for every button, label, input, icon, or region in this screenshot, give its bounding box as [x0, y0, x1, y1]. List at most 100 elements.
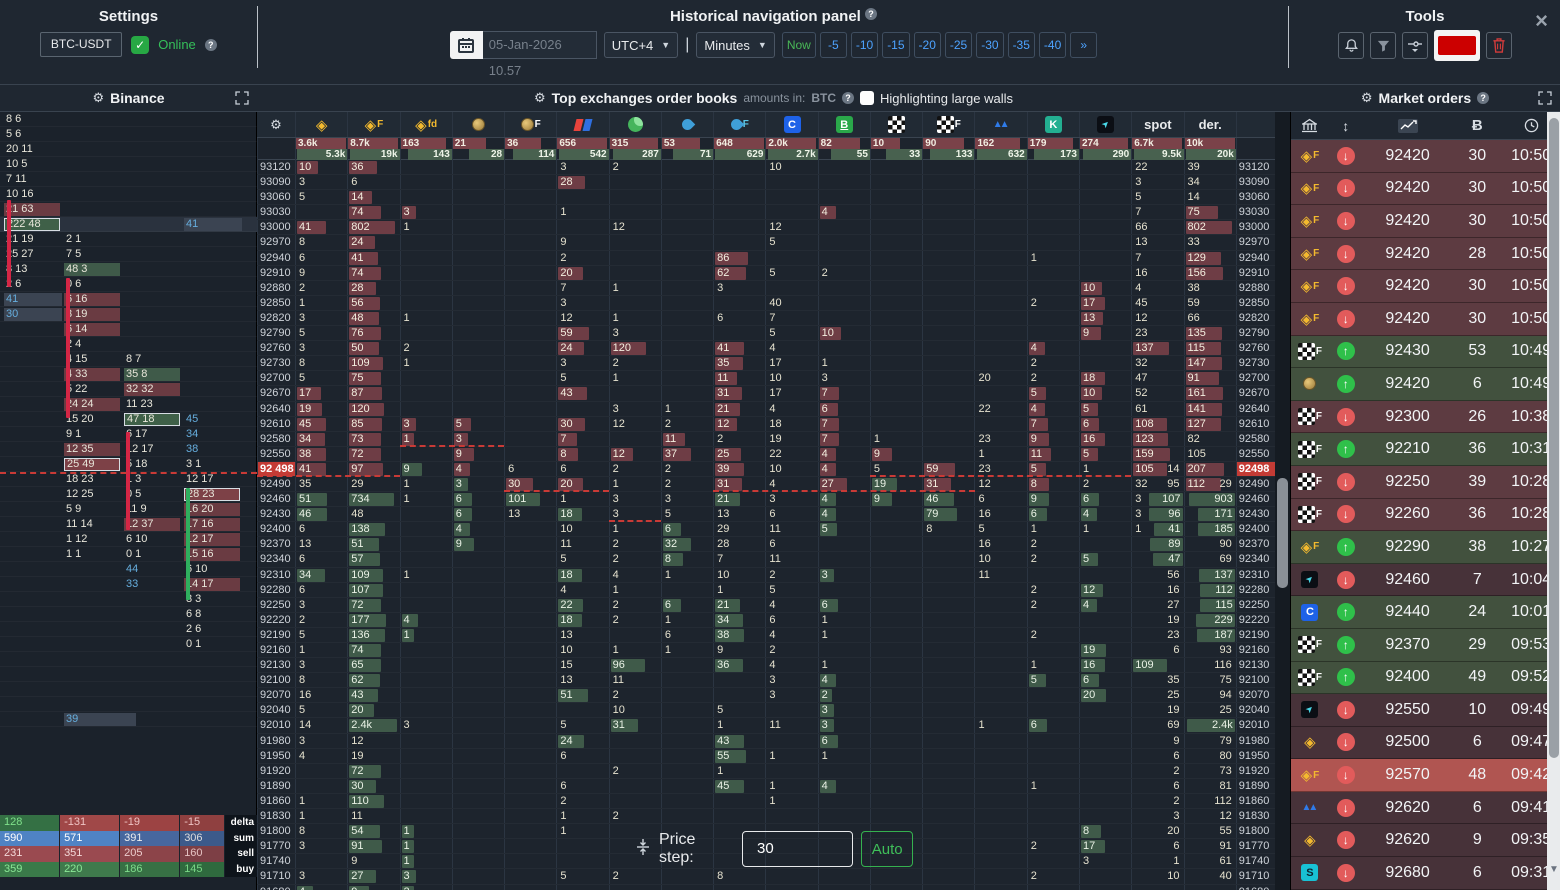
market-order-row[interactable]: ◈ F ↓ 92420 28 10:50	[1291, 237, 1560, 271]
column-header-checkered-exchange[interactable]	[869, 112, 922, 137]
alert-button[interactable]	[1338, 32, 1364, 59]
market-order-row[interactable]: ◈ F ↓ 92420 30 10:50	[1291, 270, 1560, 303]
nav-button--20[interactable]: -20	[913, 32, 941, 58]
nav-button--25[interactable]: -25	[944, 32, 973, 58]
column-header-spot[interactable]: spot	[1131, 112, 1183, 137]
gear-icon[interactable]: ⚙	[533, 90, 546, 105]
nav-button--5[interactable]: -5	[819, 32, 847, 58]
grid-cell	[869, 326, 922, 341]
column-header-kucoin[interactable]: K	[1026, 112, 1079, 137]
calendar-button[interactable]	[449, 31, 483, 59]
cell-value: 4	[1080, 598, 1097, 612]
market-order-row[interactable]: ◈ F ↓ 92570 48 09:42	[1291, 759, 1560, 792]
expand-icon[interactable]	[1538, 91, 1552, 108]
column-header-bybit[interactable]	[451, 112, 504, 137]
market-order-row[interactable]: ◈ F ↓ 92420 30 10:50	[1291, 140, 1560, 173]
column-header-binance[interactable]: ◈	[295, 112, 347, 137]
grid-cell: 136	[347, 627, 399, 642]
online-checkbox[interactable]: ✓	[131, 35, 150, 54]
column-header-coinbase[interactable]: C	[765, 112, 817, 137]
nav-help-icon[interactable]: ?	[865, 8, 878, 20]
depth-value: 11 9	[126, 503, 147, 515]
delete-button[interactable]	[1486, 32, 1512, 59]
walls-checkbox[interactable]	[860, 91, 875, 105]
wall-line	[504, 490, 609, 493]
market-order-row[interactable]: ◈ F ↓ 92420 30 10:50	[1291, 172, 1560, 206]
grid-cell: 10	[765, 461, 817, 476]
order-price: 92680	[1385, 863, 1430, 881]
column-header-leaf-exchange[interactable]	[608, 112, 661, 137]
column-header-bybit-futures[interactable]: F	[504, 112, 556, 137]
market-order-row[interactable]: ↑ 92420 6 10:49	[1291, 368, 1560, 401]
cell-value: 16	[1167, 583, 1180, 596]
nav-button--15[interactable]: -15	[882, 32, 910, 58]
filter-button[interactable]	[1370, 32, 1396, 59]
grid-cell: 56	[347, 295, 399, 310]
column-header-binance-futures[interactable]: ◈ F	[347, 112, 399, 137]
nav-button-more[interactable]: »	[1070, 32, 1098, 58]
market-order-row[interactable]: F ↓ 92250 39 10:28	[1291, 465, 1560, 499]
nav-button--30[interactable]: -30	[976, 32, 1004, 58]
price-label: 91980	[1235, 733, 1275, 748]
grid-cell	[922, 250, 974, 265]
date-input[interactable]: 05-Jan-2026 10.57	[482, 31, 597, 78]
nav-button--10[interactable]: -10	[850, 32, 879, 58]
market-order-row[interactable]: F ↑ 92430 53 10:49	[1291, 335, 1560, 369]
auto-button[interactable]: Auto	[861, 831, 913, 867]
market-order-row[interactable]: F ↓ 92260 36 10:28	[1291, 498, 1560, 532]
close-button[interactable]: ×	[1535, 8, 1548, 33]
market-order-row[interactable]: ➤ ↓ 92460 7 10:04	[1291, 563, 1560, 597]
market-orders-help-icon[interactable]: ?	[1477, 92, 1490, 104]
column-header-mountain-exchange[interactable]: ▲▲	[974, 112, 1026, 137]
expand-icon[interactable]	[235, 91, 249, 108]
column-header-checkered-futures-exchange[interactable]: F	[922, 112, 974, 137]
market-order-row[interactable]: F ↑ 92210 36 10:31	[1291, 433, 1560, 466]
gear-icon[interactable]: ⚙	[270, 116, 282, 132]
market-order-row[interactable]: F ↓ 92300 26 10:38	[1291, 400, 1560, 434]
market-order-row[interactable]: ➤ ↓ 92550 10 09:49	[1291, 694, 1560, 727]
market-orders-scrollbar-thumb[interactable]	[1549, 118, 1559, 758]
price-step-input[interactable]: 30	[742, 831, 854, 867]
cell-value: 16	[299, 689, 312, 702]
market-orders-scrollbar[interactable]	[1547, 112, 1560, 890]
gear-icon[interactable]: ⚙	[1360, 90, 1373, 105]
market-order-row[interactable]: S ↓ 92680 6 09:31	[1291, 857, 1560, 890]
pair-input[interactable]: BTC-USDT	[40, 32, 123, 57]
amounts-help-icon[interactable]: ?	[842, 92, 855, 104]
nav-button-Now[interactable]: Now	[781, 32, 816, 58]
column-header-binance-delivery[interactable]: ◈ fd	[399, 112, 452, 137]
market-order-row[interactable]: F ↑ 92370 29 09:53	[1291, 628, 1560, 662]
market-order-row[interactable]: ◈ ↓ 92500 6 09:47	[1291, 726, 1560, 760]
grid-cell: 10	[556, 643, 608, 658]
unit-select[interactable]: Minutes ▼	[696, 32, 775, 58]
slider-button[interactable]	[1402, 32, 1428, 59]
grid-cell: 36	[347, 160, 399, 175]
column-header-b-exchange[interactable]: B	[817, 112, 870, 137]
online-help-icon[interactable]: ?	[204, 38, 217, 51]
scroll-down-icon[interactable]: ▼	[1549, 864, 1559, 875]
timezone-select[interactable]: UTC+4 ▼	[603, 32, 679, 58]
grid-scrollbar[interactable]	[1275, 112, 1290, 890]
gear-icon[interactable]: ⚙	[92, 90, 105, 105]
column-header-flag-exchange[interactable]	[556, 112, 608, 137]
grid-scrollbar-thumb[interactable]	[1277, 478, 1288, 588]
summary-cell: -15	[180, 815, 224, 831]
grid-cell: 2	[1026, 839, 1079, 854]
market-order-row[interactable]: ▲▲ ↓ 92620 6 09:41	[1291, 791, 1560, 825]
column-header-dark-exchange[interactable]: ➤	[1078, 112, 1131, 137]
market-order-row[interactable]: F ↑ 92400 49 09:52	[1291, 661, 1560, 695]
column-header-flame-futures-exchange[interactable]: F	[713, 112, 765, 137]
color-swatch-button[interactable]	[1434, 30, 1480, 61]
market-order-row[interactable]: C ↑ 92440 24 10:01	[1291, 596, 1560, 629]
market-order-row[interactable]: ◈ ↓ 92620 9 09:35	[1291, 824, 1560, 858]
column-header-derivatives[interactable]: der.	[1183, 112, 1236, 137]
market-order-row[interactable]: ◈ F ↓ 92420 30 10:50	[1291, 205, 1560, 238]
nav-button--35[interactable]: -35	[1007, 32, 1035, 58]
column-header-flame-exchange[interactable]	[660, 112, 713, 137]
market-order-row[interactable]: ◈ F ↓ 92420 30 10:50	[1291, 302, 1560, 336]
cell-value: 3	[401, 206, 416, 220]
grid-settings-cell[interactable]: ⚙	[257, 112, 295, 137]
market-order-row[interactable]: ◈ F ↑ 92290 38 10:27	[1291, 531, 1560, 564]
nav-button--40[interactable]: -40	[1038, 32, 1067, 58]
